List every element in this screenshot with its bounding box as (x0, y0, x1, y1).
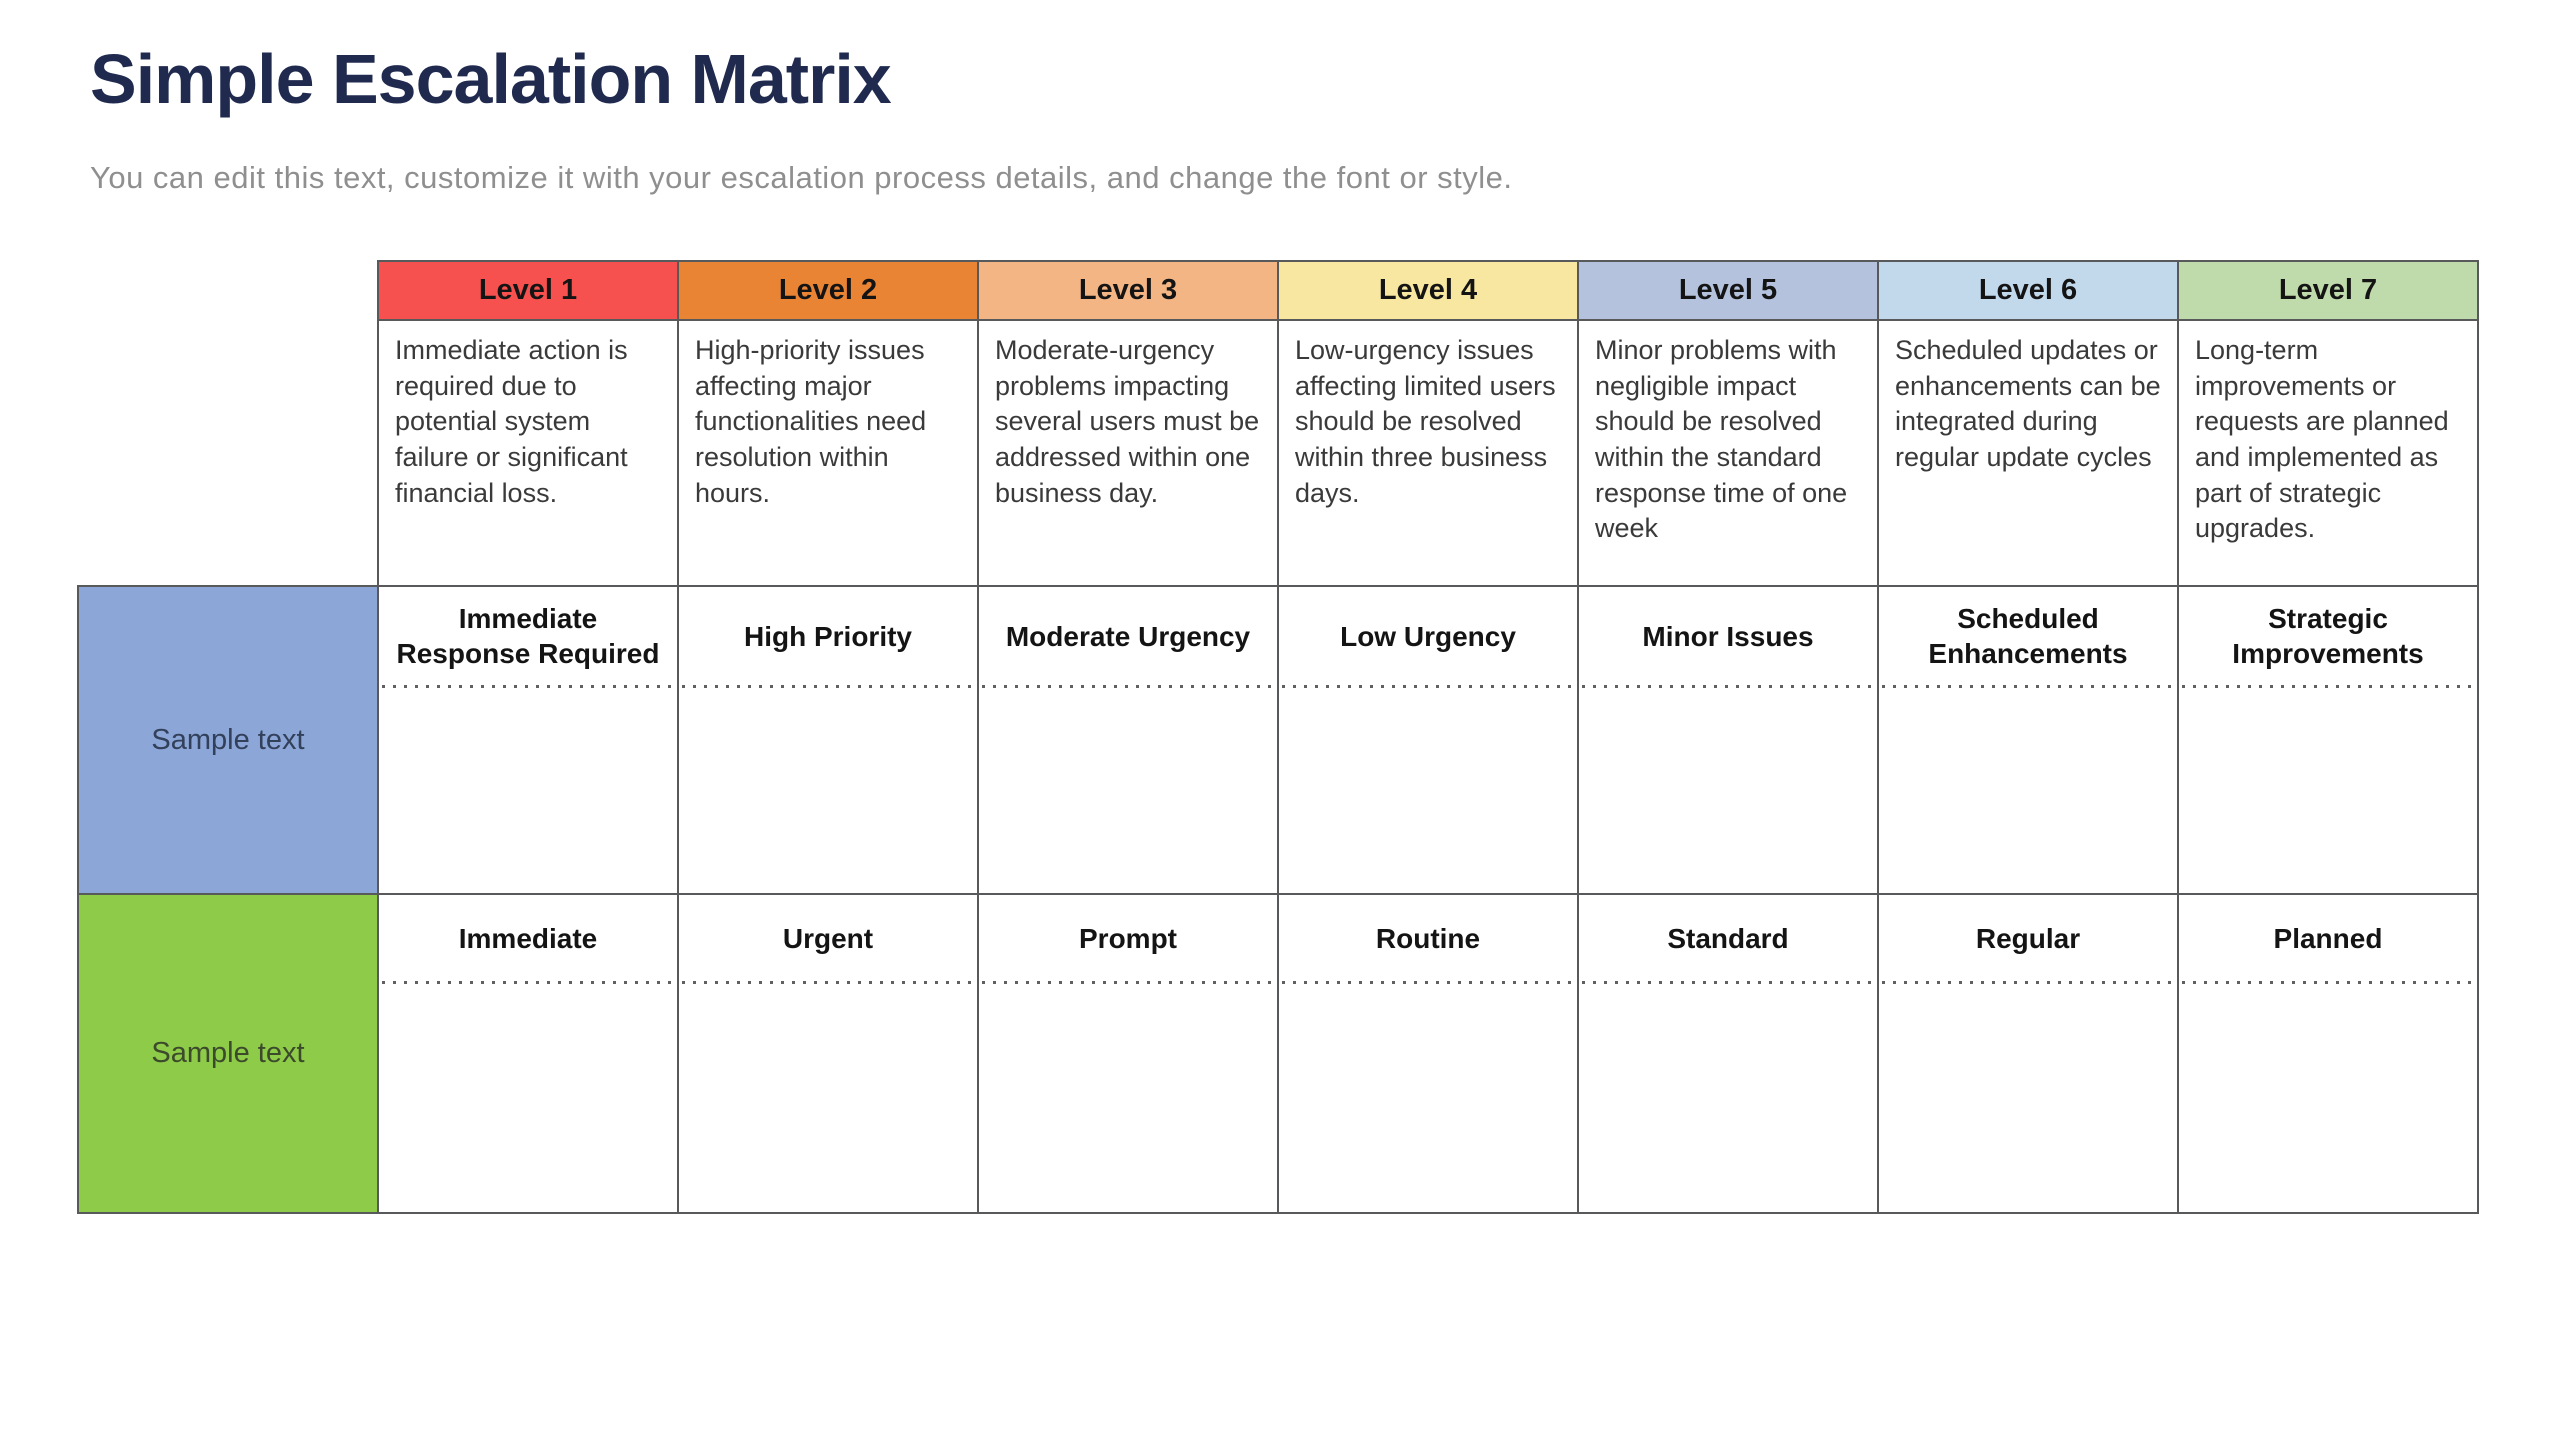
dotted-divider (2182, 685, 2474, 688)
matrix-cell-r2c4: Routine (1277, 893, 1579, 1214)
dotted-divider (982, 685, 1274, 688)
cell-title: Scheduled Enhancements (1928, 603, 2128, 669)
matrix-cell-r1c2: High Priority (677, 585, 979, 895)
cell-title: Minor Issues (1642, 620, 1814, 652)
level-1-header: Level 1 (377, 260, 679, 321)
cell-title: Urgent (782, 922, 874, 954)
matrix-cell-r2c2: Urgent (677, 893, 979, 1214)
level-4-header: Level 4 (1277, 260, 1579, 321)
level-1-description: Immediate action is required due to pote… (377, 319, 679, 587)
cell-title: Low Urgency (1340, 620, 1516, 652)
page-title: Simple Escalation Matrix (90, 40, 892, 118)
matrix-cell-r1c3: Moderate Urgency (977, 585, 1279, 895)
matrix-cell-r1c5: Minor Issues (1577, 585, 1879, 895)
level-3-description: Moderate-urgency problems impacting seve… (977, 319, 1279, 587)
level-6-description: Scheduled updates or enhancements can be… (1877, 319, 2179, 587)
dotted-divider (382, 685, 674, 688)
matrix-cell-r2c7: Planned (2177, 893, 2479, 1214)
dotted-divider (1582, 981, 1874, 984)
matrix-cell-r2c3: Prompt (977, 893, 1279, 1214)
dotted-divider (682, 981, 974, 984)
dotted-divider (682, 685, 974, 688)
dotted-divider (1882, 685, 2174, 688)
level-4-description: Low-urgency issues affecting limited use… (1277, 319, 1579, 587)
matrix-cell-r2c5: Standard (1577, 893, 1879, 1214)
matrix-cell-r1c4: Low Urgency (1277, 585, 1579, 895)
dotted-divider (382, 981, 674, 984)
cell-title: High Priority (743, 620, 912, 652)
matrix-cell-r2c1: Immediate (377, 893, 679, 1214)
level-5-header: Level 5 (1577, 260, 1879, 321)
cell-title: Standard (1667, 922, 1789, 954)
dotted-divider (1282, 981, 1574, 984)
dotted-divider (1882, 981, 2174, 984)
matrix-row-2: Sample text Immediate Urgent Prompt Rout… (77, 893, 2479, 1214)
matrix-cell-r1c1: Immediate Response Required (377, 585, 679, 895)
cell-title: Prompt (1079, 922, 1177, 954)
cell-title: Strategic Improvements (2232, 603, 2424, 669)
matrix-cell-r1c6: Scheduled Enhancements (1877, 585, 2179, 895)
empty-corner-cell (78, 320, 378, 586)
level-6-header: Level 6 (1877, 260, 2179, 321)
row-1-label: Sample text (77, 585, 379, 895)
cell-title: Planned (2273, 922, 2383, 954)
level-header-row: Level 1 Level 2 Level 3 Level 4 Level 5 … (78, 260, 2479, 321)
level-7-header: Level 7 (2177, 260, 2479, 321)
level-5-description: Minor problems with negligible impact sh… (1577, 319, 1879, 587)
matrix-cell-r2c6: Regular (1877, 893, 2179, 1214)
empty-corner-cell (78, 261, 378, 320)
matrix-cell-r1c7: Strategic Improvements (2177, 585, 2479, 895)
cell-title: Moderate Urgency (1005, 620, 1251, 652)
level-2-description: High-priority issues affecting major fun… (677, 319, 979, 587)
cell-title: Regular (1975, 922, 2081, 954)
cell-title: Immediate Response Required (396, 603, 660, 669)
dotted-divider (2182, 981, 2474, 984)
level-description-row: Immediate action is required due to pote… (78, 319, 2479, 587)
page-subtitle: You can edit this text, customize it wit… (90, 160, 1513, 195)
row-2-label: Sample text (77, 893, 379, 1214)
level-3-header: Level 3 (977, 260, 1279, 321)
dotted-divider (982, 981, 1274, 984)
cell-title: Routine (1375, 922, 1481, 954)
level-2-header: Level 2 (677, 260, 979, 321)
matrix-row-1: Sample text Immediate Response Required … (77, 585, 2479, 895)
level-7-description: Long-term improvements or requests are p… (2177, 319, 2479, 587)
dotted-divider (1582, 685, 1874, 688)
cell-title: Immediate (458, 922, 598, 954)
dotted-divider (1282, 685, 1574, 688)
escalation-matrix-table: Level 1 Level 2 Level 3 Level 4 Level 5 … (77, 260, 2479, 1214)
